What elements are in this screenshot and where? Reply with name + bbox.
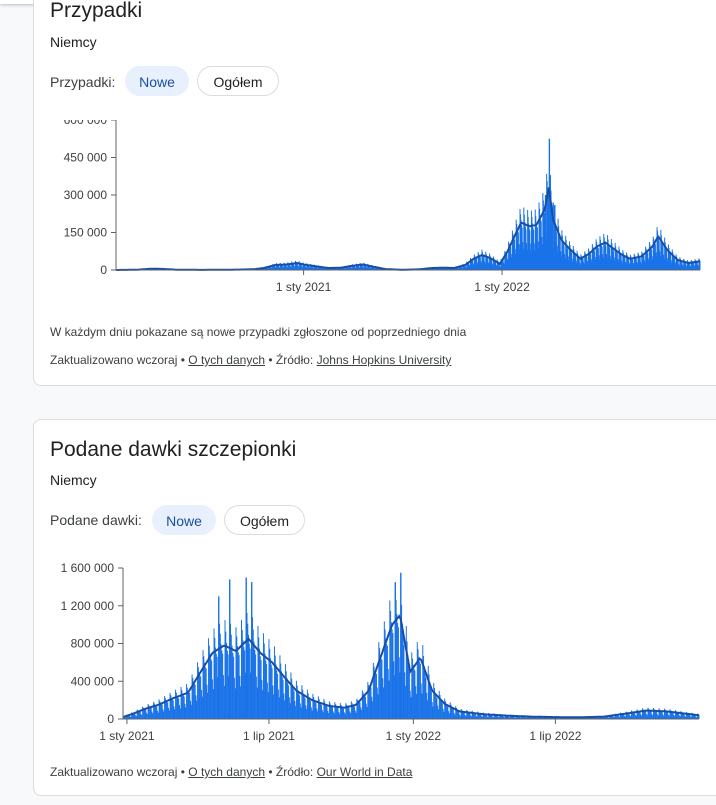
y-tick-label: 150 000 (64, 226, 108, 240)
separator: • (268, 353, 273, 367)
y-tick-label: 300 000 (64, 188, 108, 202)
x-tick-label: 1 sty 2022 (386, 729, 442, 743)
y-tick-label: 600 000 (64, 120, 108, 127)
cases-source-line: Zaktualizowano wczoraj • O tych danych •… (50, 353, 451, 367)
cases-updated: Zaktualizowano wczoraj (50, 353, 178, 367)
vaccines-title: Podane dawki szczepionki (50, 438, 297, 461)
y-tick-label: 0 (100, 263, 107, 277)
vaccines-source-line: Zaktualizowano wczoraj • O tych danych •… (50, 765, 412, 779)
cases-about-link[interactable]: O tych danych (188, 353, 265, 367)
x-tick-label: 1 sty 2022 (474, 280, 530, 294)
cases-chart: 0 150 000 300 000 450 000 600 000 1 sty 2021… (64, 120, 701, 294)
cases-source-label: Źródło: (275, 353, 314, 367)
cases-region: Niemcy (50, 34, 97, 50)
x-tick-label: 1 sty 2021 (99, 729, 155, 743)
vaccines-about-link[interactable]: O tych danych (188, 765, 265, 779)
vaccines-source-link[interactable]: Our World in Data (316, 765, 413, 779)
vaccines-card: Podane dawki szczepionki Niemcy Podane d… (33, 419, 716, 796)
cases-footnote: W każdym dniu pokazane są nowe przypadki… (50, 325, 467, 339)
cases-chip-new[interactable]: Nowe (125, 66, 189, 96)
separator: • (268, 765, 273, 779)
x-tick-label: 1 sty 2021 (276, 280, 332, 294)
cases-toggle-label: Przypadki: (50, 74, 116, 90)
separator: • (180, 765, 185, 779)
cases-card: Przypadki Niemcy Przypadki: Nowe Ogółem … (33, 0, 716, 386)
vaccines-smoothed-line (122, 614, 700, 719)
y-tick-label: 800 000 (71, 637, 115, 651)
cases-chip-total[interactable]: Ogółem (197, 66, 279, 96)
y-tick-label: 1 600 000 (61, 561, 115, 575)
x-tick-label: 1 lip 2021 (243, 729, 295, 743)
y-tick-label: 400 000 (71, 674, 115, 688)
vaccines-source-label: Źródło: (275, 765, 314, 779)
vaccines-chip-total[interactable]: Ogółem (224, 505, 305, 535)
vaccines-chip-new[interactable]: Nowe (152, 505, 216, 535)
y-tick-label: 1 200 000 (61, 599, 115, 613)
x-tick-label: 1 lip 2022 (529, 729, 581, 743)
vaccines-region: Niemcy (50, 472, 97, 488)
vaccines-updated: Zaktualizowano wczoraj (50, 765, 178, 779)
y-tick-label: 0 (107, 712, 114, 726)
vaccines-chart: 0 400 000 800 000 1 200 000 1 600 000 1 sty … (61, 561, 700, 743)
cases-title: Przypadki (50, 0, 143, 22)
y-tick-label: 450 000 (64, 151, 108, 165)
separator: • (180, 353, 185, 367)
cases-source-link[interactable]: Johns Hopkins University (316, 353, 452, 367)
vaccines-toggle-label: Podane dawki: (50, 512, 142, 528)
